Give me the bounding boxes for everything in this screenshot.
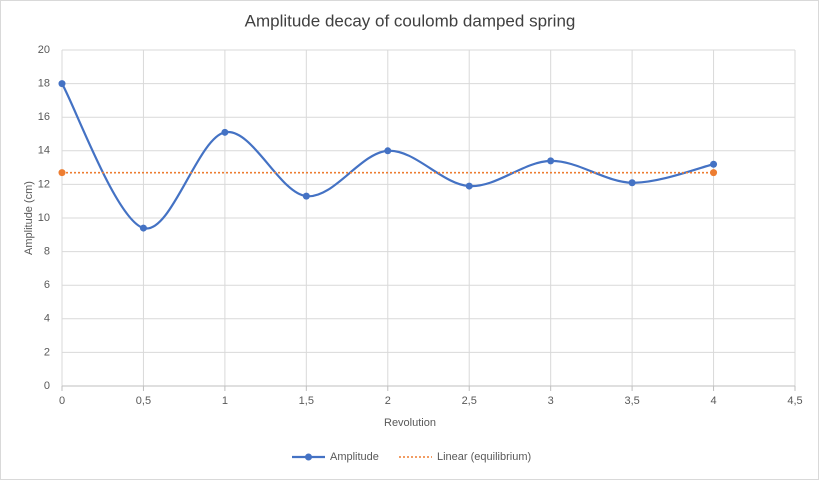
- x-tick-label: 2: [385, 395, 391, 407]
- y-tick-label: 2: [44, 346, 50, 358]
- y-tick-label: 12: [38, 178, 50, 190]
- y-axis-title: Amplitude (cm): [23, 181, 35, 255]
- x-tick-label: 1,5: [299, 395, 314, 407]
- x-tick-label: 3,5: [624, 395, 639, 407]
- x-tick-label: 4: [710, 395, 716, 407]
- y-tick-label: 18: [38, 78, 50, 90]
- data-point: [628, 179, 636, 187]
- data-point: [384, 147, 392, 155]
- chart-title: Amplitude decay of coulomb damped spring: [245, 11, 576, 30]
- x-axis-title: Revolution: [384, 417, 436, 429]
- x-tick-label: 2,5: [462, 395, 477, 407]
- x-tick-label: 0,5: [136, 395, 151, 407]
- y-tick-label: 10: [38, 212, 50, 224]
- data-point: [465, 182, 473, 190]
- legend-label: Linear (equilibrium): [437, 451, 531, 463]
- y-tick-label: 6: [44, 279, 50, 291]
- y-tick-label: 8: [44, 246, 50, 258]
- legend-label: Amplitude: [330, 451, 379, 463]
- x-tick-label: 0: [59, 395, 65, 407]
- data-point: [221, 128, 229, 136]
- data-point: [58, 80, 66, 88]
- x-tick-label: 4,5: [787, 395, 802, 407]
- legend-marker: [305, 453, 312, 461]
- x-tick-label: 1: [222, 395, 228, 407]
- data-point: [710, 169, 718, 177]
- data-point: [710, 160, 718, 168]
- data-point: [58, 169, 66, 177]
- data-point: [139, 224, 147, 232]
- y-tick-label: 14: [38, 145, 50, 157]
- y-tick-label: 0: [44, 380, 50, 392]
- y-tick-label: 16: [38, 111, 50, 123]
- data-point: [302, 192, 310, 200]
- data-point: [547, 157, 555, 165]
- y-tick-label: 4: [44, 313, 50, 325]
- x-tick-label: 3: [548, 395, 554, 407]
- y-tick-label: 20: [38, 44, 50, 56]
